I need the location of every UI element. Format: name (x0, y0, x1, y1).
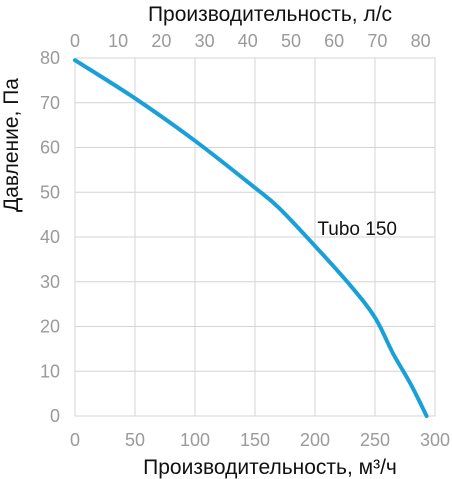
x-axis-title-bottom: Производительность, м³/ч (143, 456, 397, 479)
x-tick-label-top: 30 (195, 31, 215, 51)
y-tick-label: 0 (50, 406, 60, 426)
tick-labels: 0 10 20 30 40 50 60 70 80 0 50 100 150 200 250 300 0 10 20… (40, 31, 450, 450)
x-tick-label-bottom: 150 (240, 430, 270, 450)
x-tick-label-bottom: 100 (180, 430, 210, 450)
y-axis-title: Давление, Па (0, 78, 23, 212)
x-tick-label-bottom: 200 (300, 430, 330, 450)
y-tick-label: 80 (40, 48, 60, 68)
x-tick-label-top: 20 (151, 31, 171, 51)
x-tick-label-top: 0 (70, 31, 80, 51)
x-axis-title-top: Производительность, л/с (148, 3, 392, 26)
series-group (73, 58, 429, 418)
x-tick-label-top: 40 (238, 31, 258, 51)
x-tick-label-bottom: 0 (70, 430, 80, 450)
x-tick-label-top: 80 (411, 31, 431, 51)
x-tick-label-bottom: 300 (420, 430, 450, 450)
y-tick-label: 60 (40, 138, 60, 158)
y-tick-label: 30 (40, 272, 60, 292)
y-tick-label: 50 (40, 182, 60, 202)
series-line-tubo-150 (73, 58, 429, 418)
x-tick-label-bottom: 50 (125, 430, 145, 450)
x-tick-label-top: 70 (367, 31, 387, 51)
y-tick-label: 20 (40, 317, 60, 337)
x-tick-label-top: 50 (281, 31, 301, 51)
y-tick-label: 70 (40, 93, 60, 113)
x-tick-label-bottom: 250 (360, 430, 390, 450)
y-tick-label: 40 (40, 227, 60, 247)
series-annotation-label: Tubo 150 (317, 219, 397, 240)
grid (74, 57, 436, 417)
x-tick-label-top: 60 (324, 31, 344, 51)
y-tick-label: 10 (40, 361, 60, 381)
x-tick-label-top: 10 (108, 31, 128, 51)
annotations: Tubo 150 (317, 219, 397, 240)
